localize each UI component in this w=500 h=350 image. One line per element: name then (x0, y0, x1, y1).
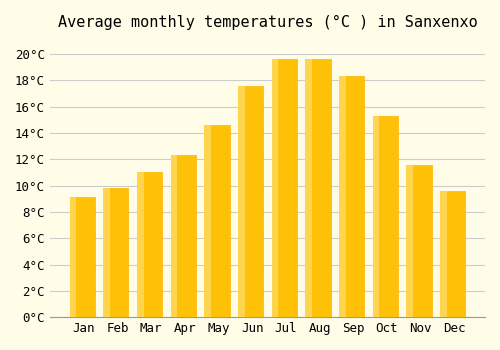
Title: Average monthly temperatures (°C ) in Sanxenxo: Average monthly temperatures (°C ) in Sa… (58, 15, 478, 30)
Bar (306, 59, 312, 317)
Bar (208, 125, 230, 317)
Bar (238, 86, 244, 317)
Bar (70, 197, 76, 317)
Bar (372, 116, 380, 317)
Bar (444, 191, 465, 317)
Bar (406, 164, 413, 317)
Bar (204, 125, 211, 317)
Bar (342, 76, 364, 317)
Bar (104, 188, 110, 317)
Bar (339, 76, 345, 317)
Bar (73, 197, 95, 317)
Bar (170, 155, 177, 317)
Bar (410, 164, 432, 317)
Bar (174, 155, 196, 317)
Bar (137, 173, 143, 317)
Bar (275, 59, 297, 317)
Bar (140, 173, 162, 317)
Bar (376, 116, 398, 317)
Bar (242, 86, 263, 317)
Bar (440, 191, 446, 317)
Bar (106, 188, 128, 317)
Bar (272, 59, 278, 317)
Bar (308, 59, 330, 317)
